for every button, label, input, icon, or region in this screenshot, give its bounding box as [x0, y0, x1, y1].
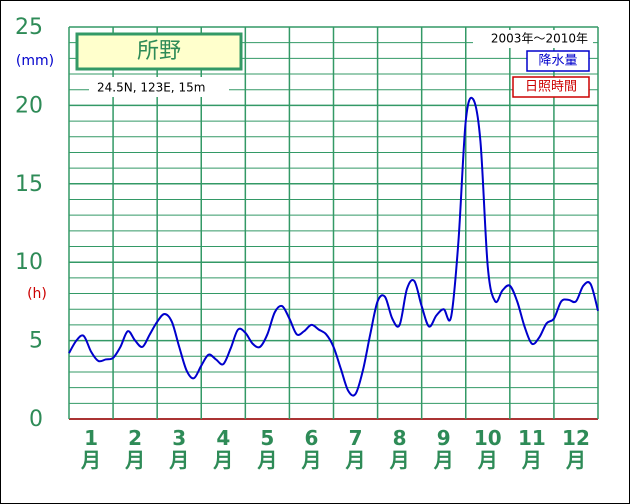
chart-title: 所野	[137, 39, 181, 64]
y-tick-label: 20	[15, 93, 43, 118]
x-tick-label: 1月	[81, 426, 102, 472]
y-tick-label: 0	[29, 407, 43, 432]
y-tick-label: 10	[15, 250, 43, 275]
x-tick-label: 12月	[562, 426, 590, 472]
x-tick-label: 8月	[389, 426, 410, 472]
x-tick-label: 7月	[345, 426, 366, 472]
y-tick-label: 15	[15, 172, 43, 197]
legend-box	[526, 50, 590, 72]
data-line	[68, 96, 599, 397]
x-tick-label: 2月	[125, 426, 146, 472]
x-tick-label: 4月	[213, 426, 234, 472]
x-tick-label: 3月	[169, 426, 190, 472]
subtitle-bg	[89, 77, 229, 97]
legend-box	[512, 76, 590, 98]
x-tick-label: 10月	[473, 426, 502, 472]
x-tick-label: 11月	[517, 426, 546, 472]
y-unit-right: (h)	[27, 286, 47, 302]
y-unit-left: (mm)	[16, 53, 54, 69]
legend-label: 日照時間	[525, 80, 577, 95]
x-tick-label: 5月	[257, 426, 278, 472]
x-tick-label: 6月	[301, 426, 322, 472]
x-tick-label: 9月	[433, 426, 454, 472]
chart-subtitle: 24.5N, 123E, 15m	[97, 81, 205, 95]
y-tick-label: 25	[15, 15, 43, 40]
legend-label: 降水量	[538, 54, 577, 69]
title-box	[75, 32, 243, 71]
y-tick-label: 5	[29, 329, 43, 354]
period-bg	[473, 30, 593, 48]
period: 2003年～2010年	[491, 32, 588, 46]
